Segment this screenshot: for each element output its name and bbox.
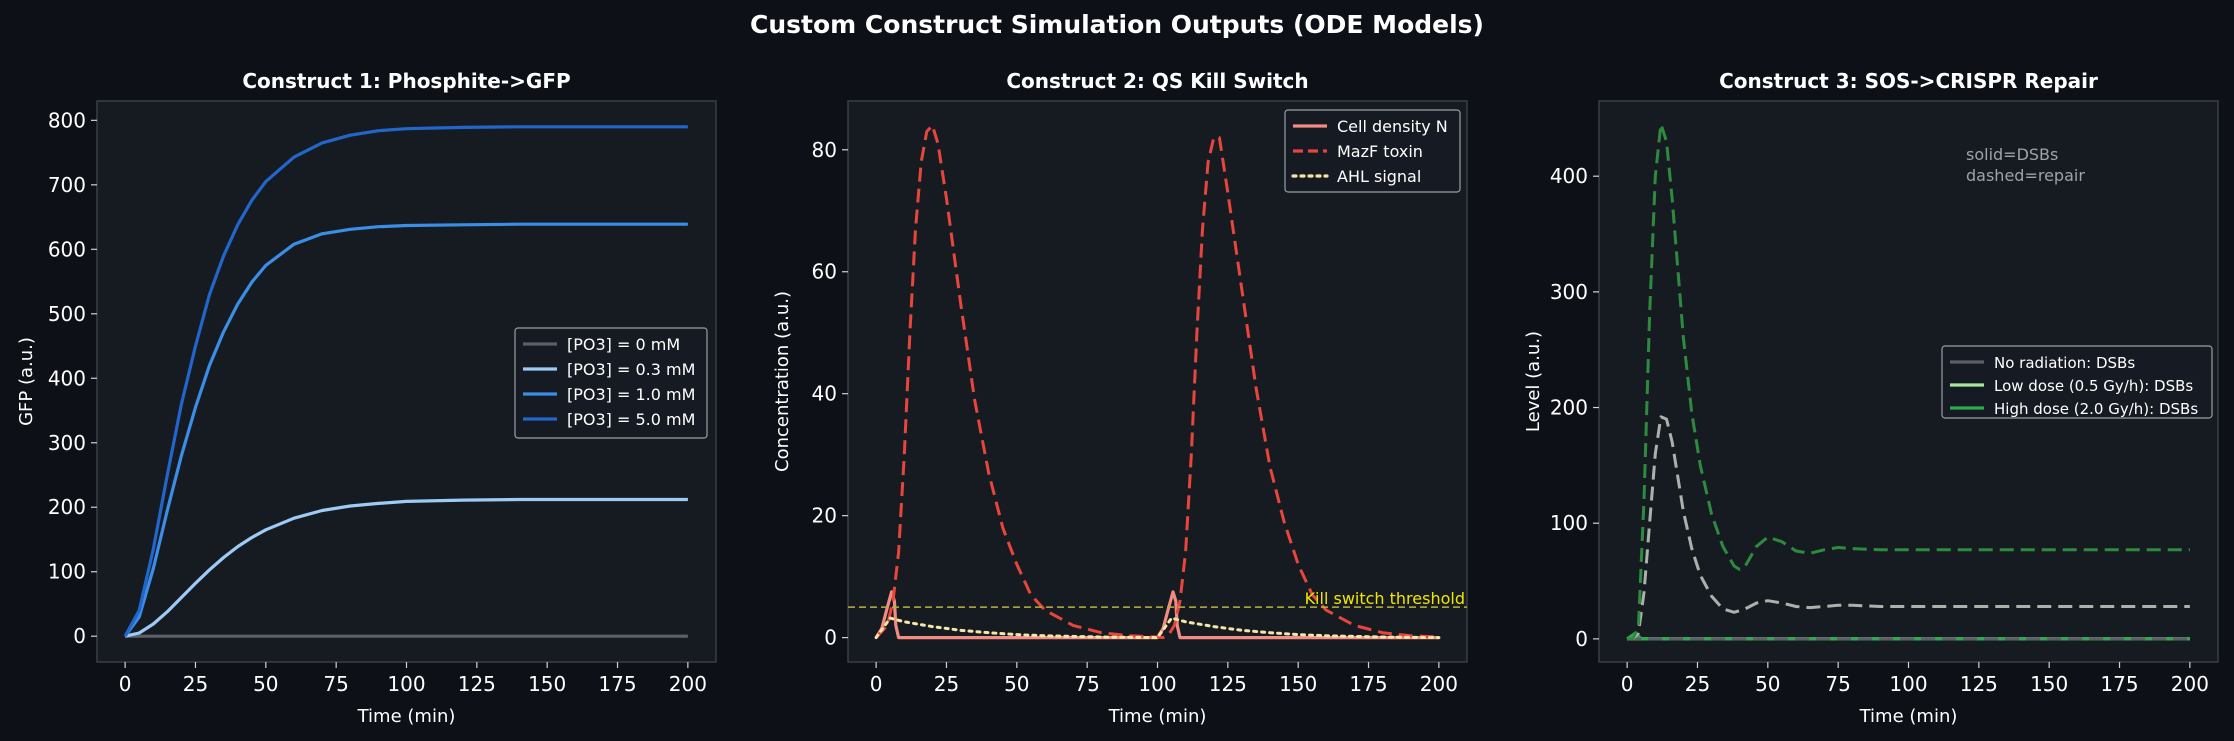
legend-label: [PO3] = 0.3 mM xyxy=(567,360,695,379)
legend-label: Cell density N xyxy=(1337,117,1448,136)
series-lines xyxy=(123,125,688,638)
legend-label: No radiation: DSBs xyxy=(1994,354,2135,372)
legend-label: AHL signal xyxy=(1337,167,1421,186)
legend: [PO3] = 0 mM [PO3] = 0.3 mM [PO3] = 1.0 mM… xyxy=(514,327,708,439)
x-tick-label: 75 xyxy=(1825,672,1850,696)
x-tick-label: 200 xyxy=(1420,672,1458,696)
y-tick-label: 300 xyxy=(48,431,86,455)
series-line-2-2 xyxy=(1626,631,2190,641)
x-tick-label: 25 xyxy=(934,672,959,696)
y-tick-label: 0 xyxy=(73,624,86,648)
x-tick-label: 150 xyxy=(1279,672,1317,696)
series-line-po3-0-3-mm xyxy=(124,497,688,638)
threshold-label: Kill switch threshold xyxy=(1305,589,1465,608)
legend-label: [PO3] = 1.0 mM xyxy=(567,385,695,404)
series-line-po3-1-0-mm xyxy=(123,222,688,638)
x-tick-label: 175 xyxy=(2100,672,2138,696)
y-tick-label: 200 xyxy=(1550,396,1588,420)
series-line-2-4 xyxy=(1627,415,2190,641)
series-lines xyxy=(1626,122,2190,641)
y-tick-label: 60 xyxy=(812,260,837,284)
x-tick-label: 200 xyxy=(669,672,707,696)
panel-title: Construct 3: SOS->CRISPR Repair xyxy=(1719,69,2098,93)
axis-ticks: 0 25 50 75 100 125 150 175 200 0 20 40 60 80 xyxy=(812,138,1458,696)
legend-frame xyxy=(1941,345,2213,419)
series-line-ahl-signal xyxy=(874,616,1441,640)
y-tick-label: 400 xyxy=(1550,164,1588,188)
x-tick-label: 50 xyxy=(1004,672,1029,696)
annotation-line-2: dashed=repair xyxy=(1966,166,2085,185)
x-tick-label: 125 xyxy=(458,672,496,696)
x-axis-label: Time (min) xyxy=(357,706,456,727)
x-tick-label: 0 xyxy=(870,672,883,696)
series-lines xyxy=(874,123,1441,640)
x-tick-label: 50 xyxy=(1755,672,1780,696)
y-tick-label: 80 xyxy=(812,138,837,162)
y-tick-label: 800 xyxy=(48,108,86,132)
panel-title: Construct 1: Phosphite->GFP xyxy=(242,69,570,93)
x-tick-label: 100 xyxy=(387,672,425,696)
figure-title: Custom Construct Simulation Outputs (ODE… xyxy=(750,10,1484,39)
legend: No radiation: DSBs Low dose (0.5 Gy/h): D… xyxy=(1941,345,2213,419)
x-tick-label: 25 xyxy=(1685,672,1710,696)
y-tick-label: 500 xyxy=(48,302,86,326)
y-tick-label: 600 xyxy=(48,237,86,261)
x-tick-label: 125 xyxy=(1209,672,1247,696)
x-tick-label: 0 xyxy=(1621,672,1634,696)
legend-label: [PO3] = 0 mM xyxy=(567,335,680,354)
panel-construct-1: Construct 1: Phosphite->GFP Time (min) G… xyxy=(16,69,717,727)
legend: Cell density N MazF toxin AHL signal xyxy=(1284,109,1461,193)
legend-label: [PO3] = 5.0 mM xyxy=(567,410,695,429)
x-tick-label: 75 xyxy=(1074,672,1099,696)
x-axis-label: Time (min) xyxy=(1108,706,1207,727)
x-tick-label: 25 xyxy=(183,672,208,696)
x-tick-label: 50 xyxy=(253,672,278,696)
x-tick-label: 200 xyxy=(2171,672,2209,696)
y-axis-label: Concentration (a.u.) xyxy=(772,291,793,472)
legend-label: High dose (2.0 Gy/h): DSBs xyxy=(1994,400,2198,418)
panel-title: Construct 2: QS Kill Switch xyxy=(1006,69,1308,93)
x-tick-label: 100 xyxy=(1138,672,1176,696)
legend-label: Low dose (0.5 Gy/h): DSBs xyxy=(1994,377,2193,395)
panel-construct-2: Construct 2: QS Kill Switch Time (min) C… xyxy=(772,69,1468,727)
x-tick-label: 175 xyxy=(598,672,636,696)
series-line-mazf-toxin xyxy=(874,123,1439,640)
y-tick-label: 0 xyxy=(824,626,837,650)
axis-ticks: 0 25 50 75 100 125 150 175 200 0 100 200 300 400 500 60… xyxy=(48,108,707,696)
y-axis-label: GFP (a.u.) xyxy=(16,337,37,426)
legend-label: MazF toxin xyxy=(1337,142,1423,161)
series-line-po3-5-0-mm xyxy=(123,125,688,637)
x-tick-label: 175 xyxy=(1349,672,1387,696)
x-tick-label: 75 xyxy=(323,672,348,696)
y-tick-label: 700 xyxy=(48,173,86,197)
axis-ticks: 0 25 50 75 100 125 150 175 200 0 100 200 300 400 xyxy=(1550,164,2209,696)
plot-area xyxy=(847,100,1468,663)
y-tick-label: 0 xyxy=(1575,627,1588,651)
annotation-line-1: solid=DSBs xyxy=(1966,145,2058,164)
y-tick-label: 200 xyxy=(48,495,86,519)
x-tick-label: 0 xyxy=(119,672,132,696)
y-tick-label: 20 xyxy=(812,504,837,528)
legend-frame xyxy=(514,327,708,439)
x-tick-label: 150 xyxy=(528,672,566,696)
x-tick-label: 150 xyxy=(2030,672,2068,696)
legend-frame xyxy=(1284,109,1461,193)
x-tick-label: 100 xyxy=(1889,672,1927,696)
x-axis-label: Time (min) xyxy=(1859,706,1958,727)
panel-construct-3: Construct 3: SOS->CRISPR Repair Time (mi… xyxy=(1523,69,2219,727)
y-tick-label: 40 xyxy=(812,382,837,406)
y-tick-label: 100 xyxy=(48,560,86,584)
series-line-2-5 xyxy=(1627,122,2190,641)
y-tick-label: 300 xyxy=(1550,280,1588,304)
x-tick-label: 125 xyxy=(1960,672,1998,696)
y-tick-label: 100 xyxy=(1550,511,1588,535)
y-tick-label: 400 xyxy=(48,366,86,390)
y-axis-label: Level (a.u.) xyxy=(1523,331,1544,432)
